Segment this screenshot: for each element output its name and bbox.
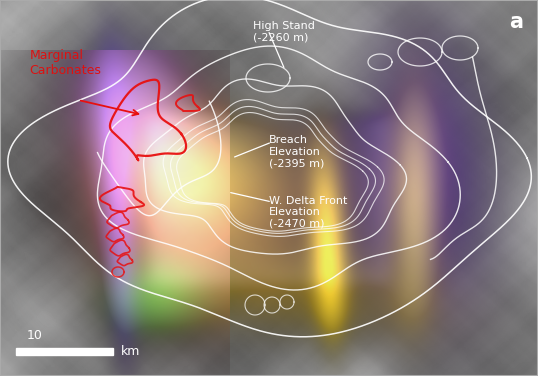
Bar <box>16 347 113 355</box>
Text: High Stand
(-2260 m): High Stand (-2260 m) <box>253 21 315 42</box>
Text: a: a <box>509 12 523 32</box>
Text: Marginal
Carbonates: Marginal Carbonates <box>30 49 102 77</box>
Text: 10: 10 <box>27 329 43 342</box>
Text: Breach
Elevation
(-2395 m): Breach Elevation (-2395 m) <box>269 135 324 168</box>
Text: km: km <box>121 345 140 358</box>
Text: W. Delta Front
Elevation
(-2470 m): W. Delta Front Elevation (-2470 m) <box>269 196 348 229</box>
